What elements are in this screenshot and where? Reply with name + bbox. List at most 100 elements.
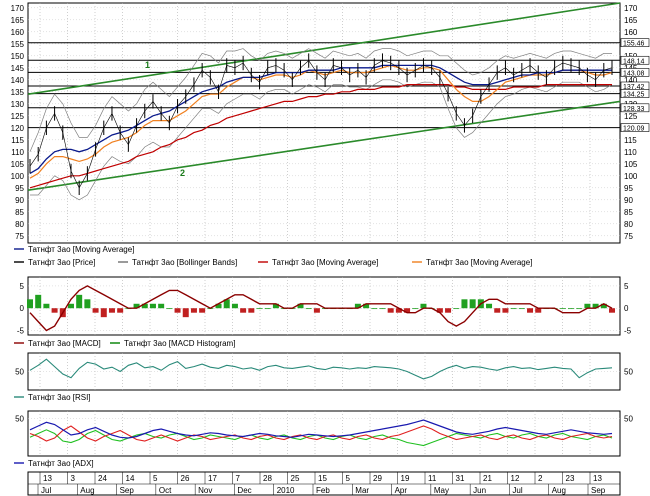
annotation-1: 1 xyxy=(145,60,150,70)
macd-histogram-bar xyxy=(51,308,58,313)
bollinger-upper-line xyxy=(29,48,612,152)
macd-histogram-bar xyxy=(248,308,255,313)
legend-label: Татнфт 3ао [Moving Average] xyxy=(272,258,378,267)
macd-histogram-bar xyxy=(84,299,91,309)
macd-panel: -5 -5 0 0 5 5 xyxy=(17,276,632,336)
macd-histogram-bar xyxy=(609,308,615,313)
legend-label: Татнфт 3ао [RSI] xyxy=(28,393,91,402)
price-y-tick-label-left: 115 xyxy=(11,136,24,145)
price-y-tick-label-left: 80 xyxy=(15,220,24,229)
rsi-y-tick-label-right: 50 xyxy=(624,368,633,377)
macd-histogram-bar xyxy=(174,308,181,313)
price-tag-label: 148.14 xyxy=(623,58,645,65)
date-day-label: 21 xyxy=(483,474,492,483)
rsi-panel: 50 50 xyxy=(15,352,633,391)
price-line xyxy=(29,60,613,189)
legend-label: Татнфт 3ао [ADX] xyxy=(28,459,94,468)
macd-histogram-bar xyxy=(363,303,370,309)
macd-line xyxy=(29,285,613,332)
date-month-label: Jun xyxy=(473,486,486,495)
channel-annotations: 12 xyxy=(145,60,185,178)
date-day-label: 13 xyxy=(43,474,52,483)
macd-histogram-bar xyxy=(158,303,165,309)
date-day-label: 12 xyxy=(511,474,520,483)
macd-y-tick-label-right: -5 xyxy=(624,327,632,336)
date-day-label: 11 xyxy=(428,474,437,483)
macd-histogram-bar xyxy=(461,299,468,309)
macd-histogram-bar xyxy=(67,303,74,309)
price-y-tick-label-left: 165 xyxy=(11,16,25,25)
price-y-tick-label-left: 155 xyxy=(11,40,25,49)
macd-histogram-bar xyxy=(108,308,115,313)
price-y-tick-label-left: 105 xyxy=(11,160,25,169)
price-tag-label: 134.25 xyxy=(623,92,645,99)
date-day-label: 5 xyxy=(346,474,351,483)
macd-histogram-bar xyxy=(600,303,607,309)
macd-y-tick-label-right: 5 xyxy=(624,282,629,291)
date-day-labels: 13 3 24 14 5 26 17 7 28 25 15 5 29 19 11 31 21 12 2 23 13 xyxy=(39,472,602,484)
macd-histogram-bar xyxy=(469,299,476,309)
macd-histogram-bar xyxy=(445,308,452,313)
macd-histogram-bar xyxy=(527,308,534,313)
macd-histogram-bar xyxy=(395,308,402,313)
macd-histogram-bar xyxy=(199,308,206,313)
date-month-label: Feb xyxy=(316,486,330,495)
legend-label: Татнфт 3ао [Moving Average] xyxy=(28,245,134,254)
macd-histogram-bar xyxy=(436,308,443,313)
macd-gridlines xyxy=(28,277,620,335)
rsi-series-group xyxy=(29,358,613,380)
date-day-label: 23 xyxy=(566,474,575,483)
rsi-legend: Татнфт 3ао [RSI] xyxy=(14,393,91,402)
macd-histogram-bar xyxy=(231,303,238,309)
date-day-label: 17 xyxy=(208,474,217,483)
macd-panel-frame xyxy=(27,276,621,336)
legend-label: Татнфт 3ао [Price] xyxy=(28,258,95,267)
macd-histogram-bar xyxy=(264,308,271,310)
plus-di-line xyxy=(29,429,613,447)
macd-series-group xyxy=(27,285,615,332)
adx-y-tick-label-left: 50 xyxy=(15,415,24,424)
date-axis-frame xyxy=(27,471,621,496)
macd-histogram-bar xyxy=(535,308,542,313)
date-month-label: Mar xyxy=(355,486,369,495)
macd-histogram-bar xyxy=(190,308,197,313)
date-month-label: Nov xyxy=(198,486,212,495)
price-y-tick-label-left: 145 xyxy=(11,64,25,73)
date-month-labels: Jul Aug Sep Oct Nov Dec 2010 Feb Mar Apr May Jun Jul… xyxy=(37,484,606,495)
macd-y-tick-label-left: -5 xyxy=(17,327,25,336)
macd-histogram-bar xyxy=(133,303,140,309)
price-y-tick-label-left: 140 xyxy=(11,76,25,85)
price-y-tick-label-left: 125 xyxy=(11,112,25,121)
rsi-line xyxy=(29,358,613,380)
moving-average-blue-line xyxy=(29,64,612,174)
macd-histogram-bar xyxy=(35,294,42,309)
macd-histogram-bar xyxy=(215,303,222,309)
adx-line xyxy=(29,419,613,439)
bollinger-lower-line xyxy=(30,79,613,201)
macd-histogram-bar xyxy=(256,308,263,310)
macd-histogram-bar xyxy=(76,294,83,309)
date-day-label: 24 xyxy=(98,474,107,483)
macd-legend: Татнфт 3ао [MACD] Татнфт 3ао [MACD Histog… xyxy=(14,339,235,348)
date-day-label: 19 xyxy=(401,474,410,483)
macd-histogram-bar xyxy=(584,303,591,309)
macd-histogram-bar xyxy=(502,308,509,313)
macd-histogram-bar xyxy=(27,299,33,309)
macd-histogram-bar xyxy=(166,308,173,310)
date-month-label: May xyxy=(434,486,449,495)
date-month-label: Sep xyxy=(120,486,135,495)
adx-panel: 50 50 xyxy=(15,410,633,457)
price-y-tick-label-left: 110 xyxy=(11,148,24,157)
macd-histogram-bar xyxy=(576,308,583,310)
macd-histogram-bar xyxy=(510,308,517,310)
moving-average-red-line xyxy=(29,83,612,189)
price-tag-label: 155.46 xyxy=(623,41,645,48)
date-month-label: Oct xyxy=(159,486,172,495)
price-y-tick-label-right: 95 xyxy=(624,184,633,193)
macd-histogram-bar xyxy=(117,308,124,313)
macd-histogram-bar xyxy=(297,303,304,309)
price-tag-box xyxy=(620,103,650,113)
macd-histogram-bar xyxy=(559,308,566,310)
macd-histogram-bar xyxy=(412,308,419,310)
